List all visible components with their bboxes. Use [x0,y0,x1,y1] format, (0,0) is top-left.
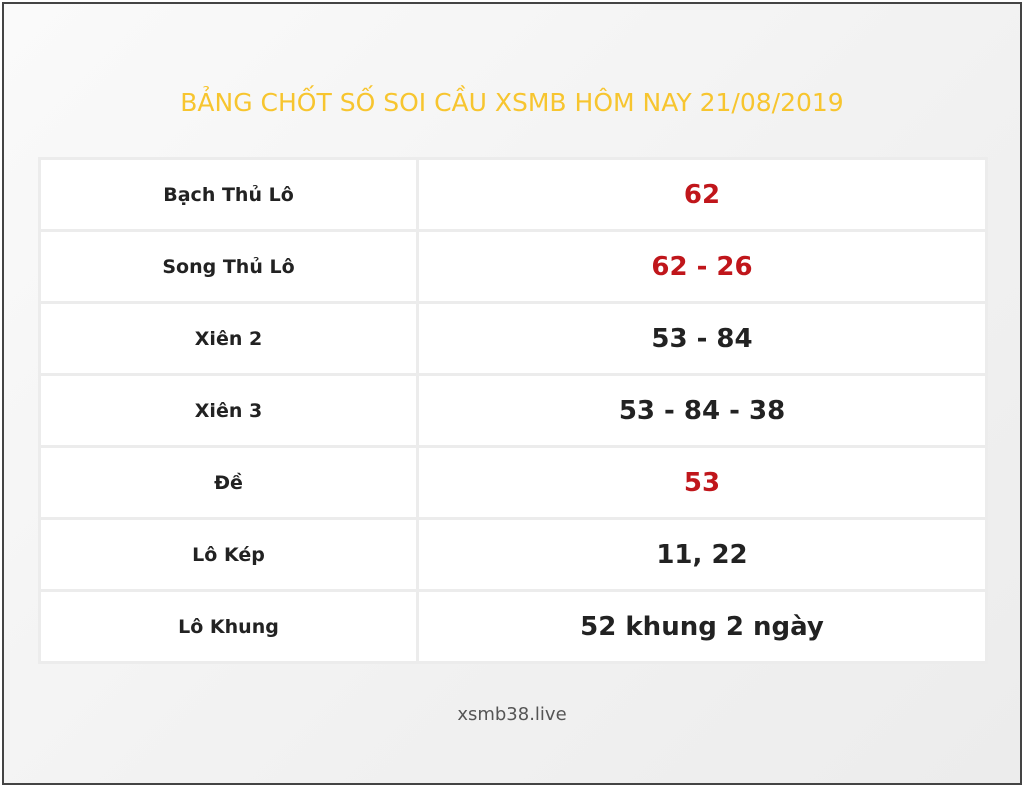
value: 52 khung 2 ngày [416,589,988,664]
value: 53 - 84 [416,301,988,376]
row: Lô Khung 52 khung 2 ngày [38,589,988,664]
label: Lô Khung [38,589,419,664]
label: Bạch Thủ Lô [38,157,419,232]
row: Lô Kép 11, 22 [38,517,988,592]
title: BẢNG CHỐT SỐ SOI CẦU XSMB HÔM NAY 21/08/… [180,88,844,117]
value: 62 [416,157,988,232]
row: Xiên 3 53 - 84 - 38 [38,373,988,448]
value: 53 - 84 - 38 [416,373,988,448]
label: Lô Kép [38,517,419,592]
value: 11, 22 [416,517,988,592]
footer: xsmb38.live [457,704,567,725]
label: Song Thủ Lô [38,229,419,304]
row: Song Thủ Lô 62 - 26 [38,229,988,304]
row: Đề 53 [38,445,988,520]
value: 62 - 26 [416,229,988,304]
row: Bạch Thủ Lô 62 [38,157,988,232]
row: Xiên 2 53 - 84 [38,301,988,376]
label: Xiên 2 [38,301,419,376]
label: Xiên 3 [38,373,419,448]
label: Đề [38,445,419,520]
value: 53 [416,445,988,520]
